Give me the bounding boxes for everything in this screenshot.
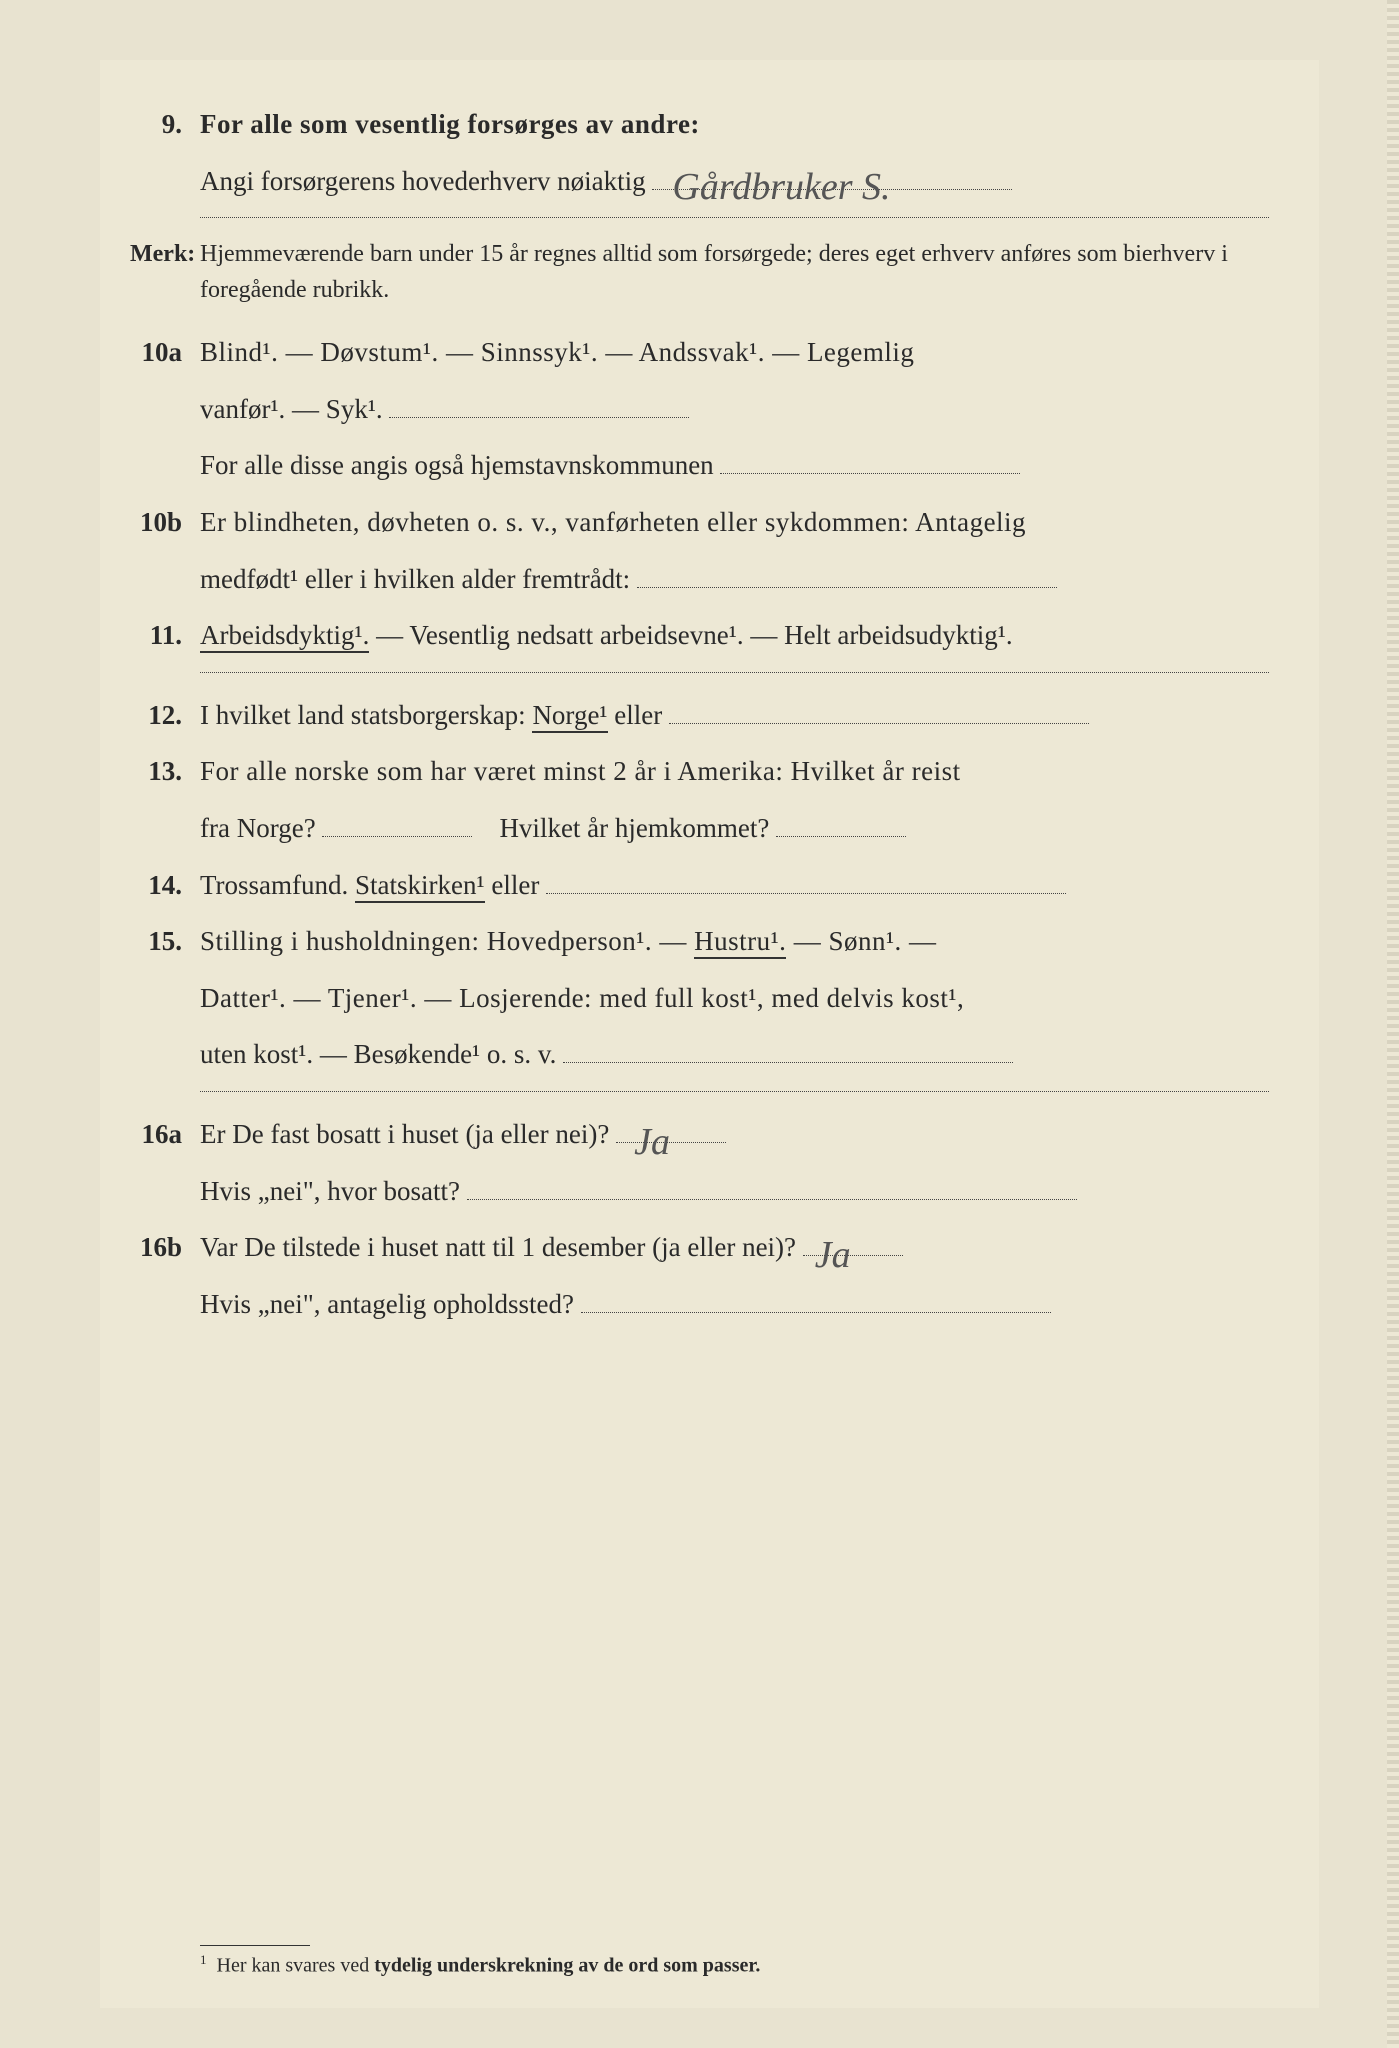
q14-post: eller — [485, 870, 540, 900]
q10a-line2-row: vanfør¹. — Syk¹. — [130, 385, 1269, 434]
q15-underlined: Hustru¹. — [694, 926, 786, 959]
merk-note: Merk: Hjemmeværende barn under 15 år reg… — [130, 236, 1269, 308]
question-10a: 10a Blind¹. — Døvstum¹. — Sinnssyk¹. — A… — [130, 328, 1269, 377]
divider-after-q11 — [200, 672, 1269, 673]
q14-blank — [546, 893, 1066, 894]
q16b-line1: Var De tilstede i huset natt til 1 desem… — [200, 1232, 796, 1262]
footnote-rule — [200, 1945, 310, 1946]
question-15: 15. Stilling i husholdningen: Hovedperso… — [130, 917, 1269, 966]
q13-line2b: Hvilket år hjemkommet? — [499, 813, 769, 843]
q13-number: 13. — [130, 747, 200, 796]
q10a-line3-row: For alle disse angis også hjemstavnskomm… — [130, 441, 1269, 490]
census-form-page: 9. For alle som vesentlig forsørges av a… — [100, 60, 1319, 2008]
q16a-number: 16a — [130, 1110, 200, 1159]
q12-post: eller — [608, 700, 663, 730]
question-11: 11. Arbeidsdyktig¹. — Vesentlig nedsatt … — [130, 611, 1269, 660]
q16b-handwritten: Ja — [815, 1221, 851, 1289]
q16a-line1: Er De fast bosatt i huset (ja eller nei)… — [200, 1119, 609, 1149]
footnote-marker: 1 — [200, 1952, 207, 1967]
q15-blank — [563, 1062, 1013, 1063]
q10a-blank-line — [389, 417, 689, 418]
q15-line3-row: uten kost¹. — Besøkende¹ o. s. v. — [130, 1030, 1269, 1079]
q12-blank-line — [669, 723, 1089, 724]
q16a-line2: Hvis „nei", hvor bosatt? — [200, 1176, 460, 1206]
q11-number: 11. — [130, 611, 200, 660]
q16a-handwritten: Ja — [634, 1108, 670, 1176]
q15-line3: uten kost¹. — Besøkende¹ o. s. v. — [200, 1039, 556, 1069]
merk-label: Merk: — [130, 236, 200, 272]
q16b-number: 16b — [130, 1223, 200, 1272]
q10b-line1: Er blindheten, døvheten o. s. v., vanfør… — [200, 498, 1269, 547]
q15-line1b: — Sønn¹. — — [786, 926, 936, 956]
q10b-blank-line — [637, 587, 1057, 588]
q16b-line2-row: Hvis „nei", antagelig opholdssted? — [130, 1280, 1269, 1329]
footnote-pre: Her kan svares ved — [217, 1955, 375, 1977]
q10b-line2-row: medfødt¹ eller i hvilken alder fremtrådt… — [130, 555, 1269, 604]
q16b-answer-line: Ja — [803, 1255, 903, 1256]
q13-line2a: fra Norge? — [200, 813, 316, 843]
q15-line2: Datter¹. — Tjener¹. — Losjerende: med fu… — [200, 974, 1269, 1023]
q14-pre: Trossamfund. — [200, 870, 355, 900]
q9-answer-line: Gårdbruker S. — [652, 189, 1012, 190]
q10a-line1: Blind¹. — Døvstum¹. — Sinnssyk¹. — Andss… — [200, 328, 1269, 377]
q12-pre: I hvilket land statsborgerskap: — [200, 700, 532, 730]
question-12: 12. I hvilket land statsborgerskap: Norg… — [130, 691, 1269, 740]
footnote-bold: tydelig underskrekning av de ord som pas… — [374, 1955, 760, 1977]
q15-line1a: Stilling i husholdningen: Hovedperson¹. … — [200, 926, 694, 956]
q14-number: 14. — [130, 861, 200, 910]
q12-number: 12. — [130, 691, 200, 740]
q13-blank1 — [322, 836, 472, 837]
q10a-line3: For alle disse angis også hjemstavnskomm… — [200, 450, 714, 480]
merk-text: Hjemmeværende barn under 15 år regnes al… — [200, 236, 1269, 308]
q10a-number: 10a — [130, 328, 200, 377]
q11-underlined: Arbeidsdyktig¹. — [200, 620, 369, 653]
q15-line2-row: Datter¹. — Tjener¹. — Losjerende: med fu… — [130, 974, 1269, 1023]
q9-line2-row: Angi forsørgerens hovederhverv nøiaktig … — [130, 157, 1269, 206]
question-16a: 16a Er De fast bosatt i huset (ja eller … — [130, 1110, 1269, 1159]
q10b-number: 10b — [130, 498, 200, 547]
perforated-edge — [1387, 0, 1399, 2048]
q13-blank2 — [776, 836, 906, 837]
divider-after-q15 — [200, 1091, 1269, 1092]
q16a-line2-row: Hvis „nei", hvor bosatt? — [130, 1167, 1269, 1216]
question-10b: 10b Er blindheten, døvheten o. s. v., va… — [130, 498, 1269, 547]
footnote: 1 Her kan svares ved tydelig underskrekn… — [200, 1945, 760, 1978]
q16a-blank — [467, 1199, 1077, 1200]
q16b-line2: Hvis „nei", antagelig opholdssted? — [200, 1289, 574, 1319]
q9-body: For alle som vesentlig forsørges av andr… — [200, 100, 1269, 149]
q11-rest: — Vesentlig nedsatt arbeidsevne¹. — Helt… — [369, 620, 1012, 650]
question-13: 13. For alle norske som har været minst … — [130, 747, 1269, 796]
q9-line1: For alle som vesentlig forsørges av andr… — [200, 109, 700, 139]
q9-handwritten-answer: Gårdbruker S. — [672, 153, 890, 221]
question-9: 9. For alle som vesentlig forsørges av a… — [130, 100, 1269, 149]
q15-number: 15. — [130, 917, 200, 966]
q16b-blank — [581, 1312, 1051, 1313]
q10b-line2: medfødt¹ eller i hvilken alder fremtrådt… — [200, 564, 630, 594]
q14-underlined: Statskirken¹ — [355, 870, 485, 903]
q13-line1: For alle norske som har været minst 2 år… — [200, 747, 1269, 796]
q12-underlined: Norge¹ — [532, 700, 607, 733]
q9-number: 9. — [130, 100, 200, 149]
question-14: 14. Trossamfund. Statskirken¹ eller — [130, 861, 1269, 910]
q10a-line2: vanfør¹. — Syk¹. — [200, 394, 383, 424]
q13-line2-row: fra Norge? Hvilket år hjemkommet? — [130, 804, 1269, 853]
question-16b: 16b Var De tilstede i huset natt til 1 d… — [130, 1223, 1269, 1272]
q16a-answer-line: Ja — [616, 1142, 726, 1143]
q10a-blank-line2 — [720, 473, 1020, 474]
q9-line2-label: Angi forsørgerens hovederhverv nøiaktig — [200, 166, 646, 196]
